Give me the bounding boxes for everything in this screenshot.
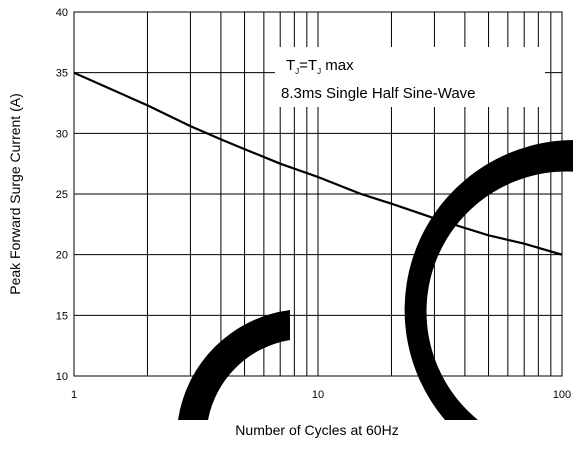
annotation-tj-sub: J (295, 67, 299, 76)
y-tick-label: 15 (56, 310, 68, 322)
x-axis-label: Number of Cycles at 60Hz (235, 422, 398, 438)
series-line (73, 71, 563, 256)
x-tick-label: 100 (553, 389, 571, 401)
annotation-line2: 8.3ms Single Half Sine-Wave (281, 85, 476, 102)
watermark-arc-left (178, 310, 290, 420)
watermark-decoration (178, 140, 573, 420)
y-tick-label: 25 (56, 189, 68, 201)
watermark-arc-right (404, 140, 573, 420)
y-tick-label: 10 (56, 371, 68, 383)
annotation-tj-sub-2: J (317, 67, 321, 76)
series-group (73, 71, 563, 256)
y-tick-label: 35 (56, 68, 68, 80)
x-tick-label: 1 (71, 389, 77, 401)
annotation-line1: TJ=TJ max (286, 57, 354, 76)
annotation-max: max (321, 57, 354, 74)
axes-group (73, 11, 563, 377)
y-tick-label: 20 (56, 250, 68, 262)
x-tick-label: 10 (312, 389, 324, 401)
annotation-equals-t: =T (299, 57, 317, 74)
annotation-tj: T (286, 57, 295, 74)
annotation-background (275, 47, 545, 107)
y-tick-label: 30 (56, 128, 68, 140)
y-axis-label: Peak Forward Surge Current (A) (7, 93, 23, 295)
annotation-box: TJ=TJ max 8.3ms Single Half Sine-Wave (275, 47, 545, 107)
plot-frame (73, 11, 563, 377)
y-tick-label: 40 (56, 7, 68, 19)
